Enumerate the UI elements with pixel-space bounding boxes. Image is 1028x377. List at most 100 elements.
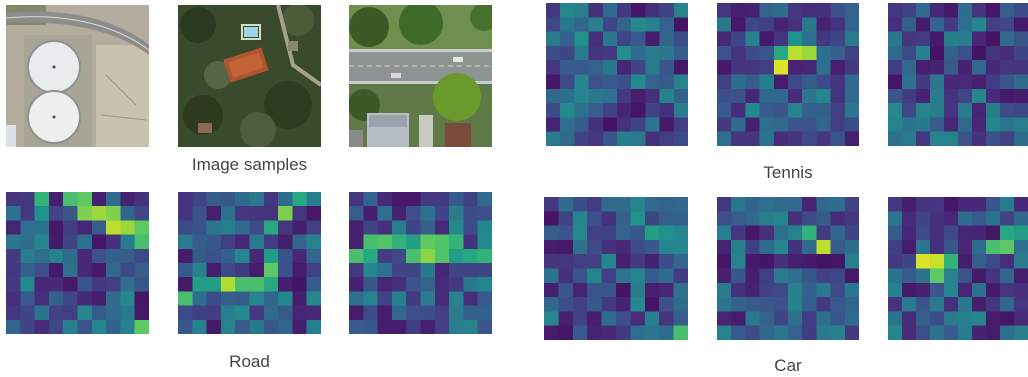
heatmap-cell	[420, 234, 436, 250]
caption-image-samples: Image samples	[191, 155, 308, 174]
heatmap-cell	[717, 131, 732, 146]
heatmap-cell	[673, 45, 688, 61]
heatmap-cell	[220, 192, 236, 207]
heatmap-cell	[816, 88, 831, 104]
heatmap-cell	[916, 239, 931, 255]
heatmap-cell	[106, 220, 121, 235]
heatmap-cell	[572, 254, 588, 269]
heatmap-cell	[802, 60, 817, 75]
heatmap-cell	[645, 88, 660, 104]
heatmap-cell	[986, 74, 1001, 90]
heatmap-cell	[349, 263, 364, 278]
heatmap-cell	[930, 45, 945, 61]
heatmap-cell	[546, 74, 561, 90]
heatmap-cell	[1014, 45, 1028, 61]
heatmap-cell	[602, 60, 618, 75]
heatmap-cell	[560, 31, 575, 47]
heatmap-cell	[788, 268, 803, 284]
heatmap-cell	[616, 268, 631, 284]
heatmap-cell	[788, 197, 803, 212]
heatmap-cell	[902, 60, 917, 75]
heatmap-cell	[773, 211, 789, 226]
heatmap-road-3	[349, 192, 492, 334]
heatmap-cell	[930, 197, 945, 212]
heatmap-cell	[773, 131, 789, 146]
heatmap-cell	[972, 297, 987, 312]
heatmap-cell	[888, 103, 903, 118]
heatmap-cell	[377, 305, 393, 321]
heatmap-cell	[788, 282, 803, 298]
heatmap-cell	[902, 282, 917, 298]
heatmap-cell	[802, 297, 817, 312]
heatmap-cell	[944, 268, 959, 284]
heatmap-cell	[773, 239, 789, 255]
heatmap-cell	[745, 31, 760, 47]
heatmap-cell	[192, 234, 207, 250]
heatmap-cell	[645, 3, 660, 18]
heatmap-cell	[916, 282, 931, 298]
heatmap-cell	[602, 74, 618, 90]
heatmap-cell	[601, 325, 617, 340]
heatmap-cell	[673, 225, 688, 241]
heatmap-cell	[1014, 103, 1028, 118]
heatmap-cell	[986, 60, 1001, 75]
heatmap-cell	[788, 45, 803, 61]
heatmap-tennis-3	[888, 3, 1028, 146]
heatmap-cell	[958, 103, 973, 118]
heatmap-cell	[972, 225, 987, 241]
heatmap-cell	[1000, 45, 1015, 61]
heatmap-cell	[644, 325, 660, 340]
heatmap-road-2-grid	[178, 192, 321, 334]
heatmap-cell	[916, 197, 931, 212]
heatmap-cell	[588, 3, 604, 18]
heatmap-cell	[349, 234, 364, 250]
heatmap-cell	[773, 197, 789, 212]
heatmap-cell	[192, 291, 207, 306]
heatmap-cell	[630, 254, 646, 269]
heatmap-cell	[630, 325, 646, 340]
heatmap-cell	[816, 74, 831, 90]
heatmap-cell	[601, 297, 617, 312]
heatmap-cell	[602, 131, 618, 146]
heatmap-cell	[816, 325, 831, 340]
heatmap-cell	[91, 248, 107, 264]
heatmap-cell	[659, 197, 674, 212]
heatmap-cell	[1000, 103, 1015, 118]
heatmap-cell	[759, 88, 775, 104]
heatmap-cell	[631, 60, 646, 75]
heatmap-cell	[745, 131, 760, 146]
heatmap-cell	[773, 103, 789, 118]
heatmap-cell	[986, 225, 1001, 241]
heatmap-cell	[602, 88, 618, 104]
heatmap-cell	[120, 192, 135, 207]
heatmap-cell	[292, 206, 307, 221]
heatmap-cell	[235, 192, 250, 207]
heatmap-cell	[449, 220, 464, 235]
heatmap-cell	[930, 31, 945, 47]
heatmap-cell	[235, 277, 250, 292]
heatmap-cell	[77, 277, 93, 292]
heatmap-cell	[1014, 17, 1028, 32]
heatmap-cell	[278, 234, 293, 250]
heatmap-cell	[930, 225, 945, 241]
heatmap-cell	[263, 220, 279, 235]
heatmap-cell	[178, 234, 193, 250]
heatmap-cell	[235, 206, 250, 221]
heatmap-cell	[902, 17, 917, 32]
heatmap-cell	[572, 311, 588, 326]
heatmap-cell	[572, 282, 588, 298]
heatmap-cell	[644, 225, 660, 241]
heatmap-cell	[120, 277, 135, 292]
heatmap-road-2	[178, 192, 321, 334]
heatmap-cell	[673, 297, 688, 312]
heatmap-cell	[930, 282, 945, 298]
heatmap-cell	[986, 268, 1001, 284]
heatmap-cell	[178, 291, 193, 306]
heatmap-cell	[1014, 282, 1028, 298]
heatmap-cell	[745, 268, 760, 284]
heatmap-cell	[249, 277, 265, 292]
heatmap-cell	[292, 220, 307, 235]
heatmap-cell	[134, 206, 149, 221]
heatmap-cell	[986, 31, 1001, 47]
heatmap-cell	[206, 263, 222, 278]
